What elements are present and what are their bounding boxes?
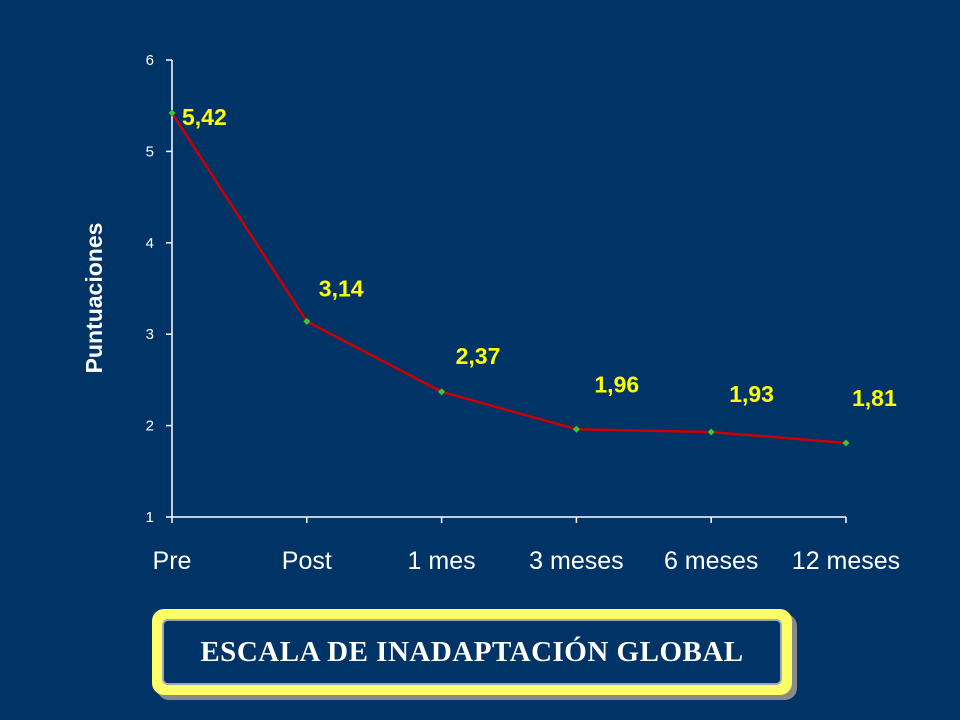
- data-point-marker: [168, 109, 176, 117]
- y-axis: 1 2 3 4 5 6: [146, 52, 173, 526]
- y-tick-label: 4: [146, 235, 154, 252]
- data-label: 2,37: [456, 343, 501, 369]
- chart-title: ESCALA DE INADAPTACIÓN GLOBAL: [200, 635, 744, 668]
- x-tick-label: 6 meses: [664, 547, 758, 575]
- data-label: 5,42: [182, 104, 227, 130]
- y-tick-label: 6: [146, 52, 154, 69]
- data-labels: 5,42 3,14 2,37 1,96 1,93 1,81: [182, 104, 897, 411]
- y-tick-label: 5: [146, 143, 154, 160]
- data-label: 1,93: [729, 381, 774, 407]
- chart-title-panel: ESCALA DE INADAPTACIÓN GLOBAL: [162, 619, 782, 685]
- data-label: 3,14: [319, 275, 364, 301]
- data-label: 1,96: [594, 371, 639, 397]
- line-chart: 1 2 3 4 5 6 Pre Post 1 mes 3 meses 6 meses 12 mese…: [81, 52, 900, 575]
- x-tick-label: 12 meses: [792, 547, 900, 575]
- series-puntuaciones: [168, 109, 850, 447]
- chart-title-frame: ESCALA DE INADAPTACIÓN GLOBAL: [152, 609, 792, 695]
- data-point-marker: [842, 439, 850, 447]
- data-label: 1,81: [852, 385, 897, 411]
- series-line: [170, 112, 847, 445]
- y-tick-label: 3: [146, 326, 154, 343]
- data-point-marker: [572, 425, 580, 433]
- x-axis: Pre Post 1 mes 3 meses 6 meses 12 meses: [153, 516, 900, 575]
- y-axis-label: Puntuaciones: [81, 223, 107, 374]
- x-tick-label: 1 mes: [408, 547, 476, 575]
- y-tick-label: 1: [146, 509, 154, 526]
- x-tick-label: Post: [282, 547, 332, 575]
- data-point-marker: [438, 388, 446, 396]
- data-point-marker: [303, 317, 311, 325]
- x-tick-label: Pre: [153, 547, 192, 575]
- x-tick-label: 3 meses: [529, 547, 623, 575]
- y-tick-label: 2: [146, 418, 154, 435]
- data-point-marker: [707, 428, 715, 436]
